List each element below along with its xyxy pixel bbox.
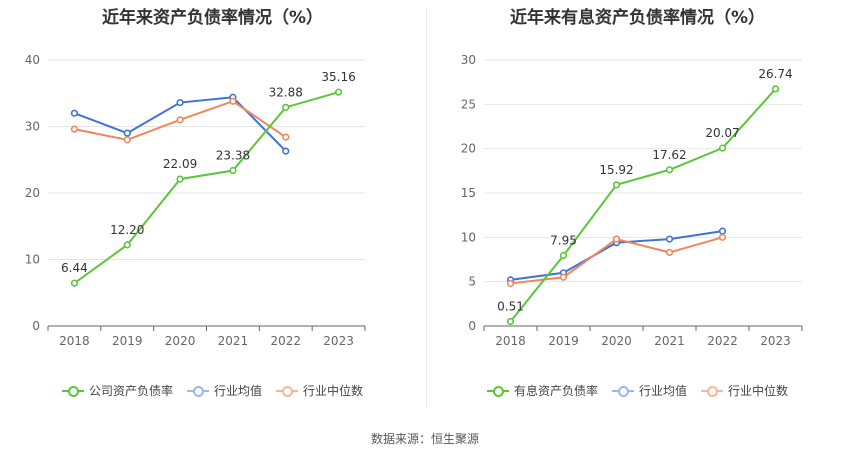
x-tick-label: 2022 (707, 334, 738, 348)
data-point (70, 125, 79, 133)
data-label: 0.51 (497, 299, 524, 313)
y-tick-label: 40 (25, 53, 40, 67)
data-point (123, 129, 131, 137)
x-tick-label: 2019 (548, 334, 579, 348)
data-point (665, 248, 674, 257)
data-point (123, 241, 131, 249)
data-point (176, 98, 184, 107)
legend-label: 有息资产负债率 (513, 384, 598, 398)
data-point (559, 251, 568, 260)
legend-label: 行业中位数 (303, 384, 364, 398)
x-tick-label: 2020 (601, 334, 632, 348)
y-tick-label: 15 (461, 186, 476, 200)
x-tick-label: 2018 (495, 334, 526, 348)
data-point (506, 317, 515, 326)
data-label: 12.20 (110, 223, 144, 237)
data-point (612, 181, 621, 189)
series-line (73, 91, 339, 284)
legend-item-industry-median[interactable]: 行业中位数 (701, 382, 788, 399)
data-point (665, 235, 674, 243)
data-point (612, 235, 621, 243)
y-tick-label: 25 (461, 97, 476, 111)
data-point (771, 85, 780, 93)
x-tick-label: 2018 (59, 334, 90, 348)
legend-item-industry-mean[interactable]: 行业均值 (611, 382, 687, 399)
data-label: 32.88 (269, 85, 303, 99)
y-tick-label: 20 (461, 142, 476, 156)
legend-swatch (611, 385, 634, 397)
data-point (282, 103, 290, 111)
chart-title: 近年来资产负债率情况（%） (101, 8, 324, 28)
x-tick-label: 2021 (218, 334, 249, 348)
y-tick-label: 5 (468, 275, 476, 289)
legend-swatch (486, 385, 509, 397)
data-point (506, 279, 515, 288)
data-label: 17.62 (652, 148, 686, 162)
interest-bearing-plot: 0 5 10 15 20 25 30 2018 2019 2020 2021 2022 2023 0.51… (461, 53, 803, 348)
data-point (665, 166, 674, 174)
data-label: 7.95 (550, 234, 577, 248)
data-point (718, 233, 727, 241)
chart-title: 近年来有息资产负债率情况（%） (509, 8, 766, 28)
y-tick-label: 10 (461, 230, 476, 244)
data-point (718, 227, 727, 235)
x-tick-label: 2019 (112, 334, 143, 348)
data-point (559, 273, 568, 281)
data-label: 6.44 (61, 261, 88, 275)
legend-item-industry-mean[interactable]: 行业均值 (186, 382, 262, 399)
data-point (70, 109, 79, 117)
legend-swatch (276, 385, 298, 397)
data-point (718, 144, 727, 152)
x-tick-label: 2023 (323, 334, 354, 348)
data-point (334, 88, 343, 96)
x-tick-label: 2022 (270, 334, 301, 348)
data-label: 26.74 (758, 67, 792, 81)
y-tick-label: 0 (468, 319, 476, 333)
data-point (229, 166, 237, 175)
data-label: 23.38 (216, 149, 250, 163)
data-point (229, 97, 237, 105)
legend-label: 行业中位数 (728, 384, 789, 398)
x-tick-label: 2023 (760, 334, 791, 348)
y-tick-label: 20 (25, 186, 40, 200)
data-label: 20.07 (705, 126, 739, 140)
legend-swatch (61, 385, 84, 397)
legend-swatch (701, 385, 723, 397)
legend-label: 公司资产负债率 (88, 384, 173, 398)
data-point (70, 279, 79, 287)
legend-label: 行业均值 (213, 384, 262, 398)
data-point (123, 136, 131, 144)
y-tick-label: 10 (25, 253, 40, 267)
data-point (282, 147, 290, 155)
data-label: 15.92 (599, 163, 633, 177)
legend-label: 行业均值 (638, 384, 687, 398)
x-tick-label: 2020 (165, 334, 196, 348)
panel-divider (426, 8, 427, 408)
legend-item-company[interactable]: 公司资产负债率 (61, 382, 173, 399)
legend-item-interest-bearing[interactable]: 有息资产负债率 (486, 382, 598, 399)
y-tick-label: 30 (25, 120, 40, 134)
interest-bearing-ratio-chart: 近年来有息资产负债率情况（%） 0 5 10 15 20 25 30 2018 2019 2020… (425, 0, 850, 420)
data-label: 22.09 (163, 157, 197, 171)
data-source: 数据来源：恒生聚源 (370, 432, 479, 446)
y-tick-label: 0 (32, 319, 40, 333)
y-tick-label: 30 (461, 53, 476, 67)
legend-swatch (186, 385, 209, 397)
series-line (509, 88, 777, 323)
data-point (176, 175, 184, 183)
legend-item-industry-median[interactable]: 行业中位数 (276, 382, 363, 399)
data-point (282, 133, 290, 141)
legend: 公司资产负债率 行业均值 行业中位数 (0, 382, 425, 399)
legend: 有息资产负债率 行业均值 行业中位数 (425, 382, 850, 399)
x-tick-label: 2021 (654, 334, 685, 348)
data-point (176, 116, 184, 124)
asset-liability-plot: 0 10 20 30 40 2018 2019 2020 2021 2022 2023 6.44 12.… (25, 53, 366, 348)
data-label: 35.16 (321, 70, 355, 84)
asset-liability-ratio-chart: 近年来资产负债率情况（%） 0 10 20 30 40 2018 2019 2020 2021 2… (0, 0, 425, 420)
